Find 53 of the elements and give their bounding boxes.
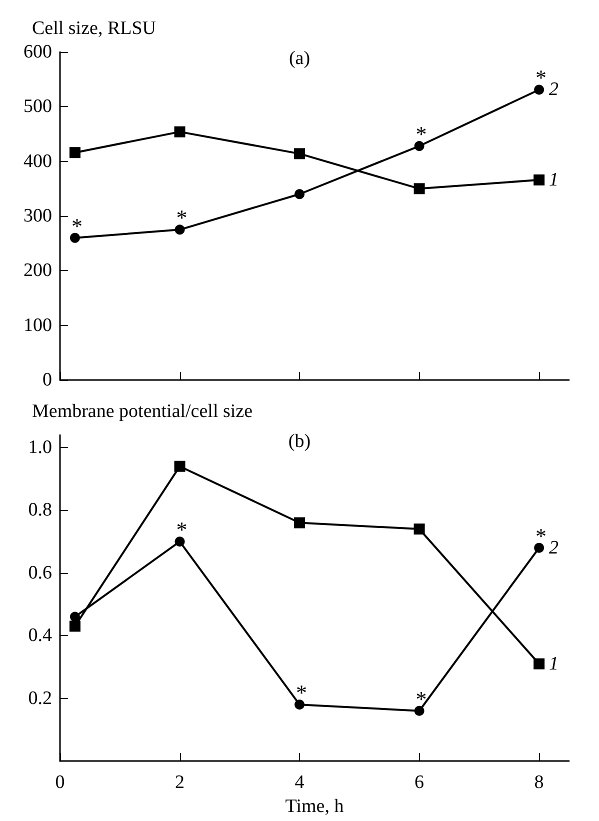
x-axis-title: Time, h (285, 796, 344, 817)
y-tick-label: 400 (24, 150, 52, 172)
point (69, 620, 80, 632)
series-label: 1 (549, 169, 559, 190)
y-axis-title: Cell size, RLSU (32, 18, 156, 39)
point (414, 706, 424, 716)
series-label: 2 (549, 537, 560, 558)
y-tick-label: 0.4 (28, 625, 52, 646)
point (534, 174, 545, 186)
point (294, 517, 306, 528)
x-tick-label: 6 (414, 772, 424, 793)
point (294, 700, 305, 710)
y-tick-label: 0.8 (28, 500, 52, 521)
annotation: * (176, 205, 188, 230)
x-tick-label: 2 (175, 772, 185, 793)
point (174, 126, 186, 138)
y-tick-label: 600 (24, 42, 52, 62)
y-axis-title: Membrane potential/cell size (32, 401, 253, 422)
y-tick-label: 300 (24, 206, 52, 226)
x-tick-label: 4 (294, 772, 305, 793)
series-label: 2 (549, 79, 560, 100)
y-tick-label: 0.6 (28, 562, 52, 584)
point (534, 542, 544, 553)
y-tick-label: 500 (24, 96, 52, 118)
point (174, 460, 186, 472)
point (294, 148, 306, 160)
annotation: * (296, 680, 308, 706)
y-tick-label: 0.2 (28, 688, 52, 709)
point (414, 141, 424, 152)
chart-title: (a) (288, 48, 310, 69)
point (414, 524, 425, 535)
point (174, 536, 185, 547)
y-tick-label: 0 (42, 370, 52, 390)
point (70, 232, 80, 243)
point (534, 84, 544, 95)
point (174, 224, 185, 235)
point (534, 658, 545, 670)
point (294, 189, 305, 200)
annotation: * (536, 65, 547, 90)
annotation: * (416, 122, 427, 147)
y-tick-label: 1.0 (28, 437, 52, 458)
annotation: * (176, 517, 188, 542)
annotation: * (416, 686, 427, 712)
chart-title: (b) (288, 431, 311, 452)
y-tick-label: 100 (24, 314, 52, 336)
point (70, 612, 80, 622)
annotation: * (71, 213, 82, 238)
y-tick-label: 200 (24, 260, 52, 282)
series-label: 1 (549, 653, 559, 674)
annotation: * (536, 523, 547, 548)
x-tick-label: 8 (534, 772, 544, 793)
point (69, 147, 80, 158)
point (414, 183, 425, 194)
